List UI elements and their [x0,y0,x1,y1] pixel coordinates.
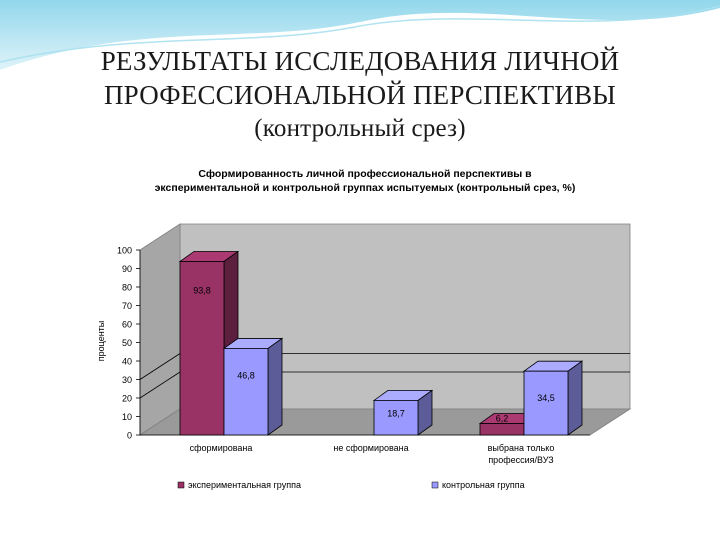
side-reference-line [139,371,181,399]
bar [523,370,569,436]
bar-side [567,360,583,436]
legend-swatch [177,481,185,489]
x-tick-label: выбрана только [488,443,555,453]
y-tick-label: 60 [122,320,132,330]
data-label: 34,5 [537,393,555,403]
data-label: 6,2 [496,414,509,424]
plot-side-wall [139,223,181,436]
data-label: 93,8 [193,285,211,295]
data-label: 46,8 [237,370,255,380]
y-tick-label: 10 [122,412,132,422]
legend-label: экспериментальная группа [188,480,301,490]
slide-title: РЕЗУЛЬТАТЫ ИССЛЕДОВАНИЯ ЛИЧНОЙ ПРОФЕССИО… [40,44,680,146]
side-reference-line [139,353,181,380]
y-axis-label: проценты [96,321,106,362]
decorative-wave-header [0,0,720,77]
y-tick-label: 40 [122,357,132,367]
bar-side [267,337,283,436]
legend-label: контрольная группа [442,480,525,490]
chart-title-line-1: Сформированность личной профессиональной… [198,168,532,180]
y-tick-label: 0 [127,431,132,441]
data-label: 18,7 [387,408,405,418]
y-tick-label: 20 [122,394,132,404]
x-tick-label: профессия/ВУЗ [488,455,553,465]
y-tick-label: 70 [122,301,132,311]
y-tick-label: 80 [122,283,132,293]
y-tick-label: 50 [122,338,132,348]
y-tick-label: 90 [122,264,132,274]
slide-title-line-2: ПРОФЕССИОНАЛЬНОЙ ПЕРСПЕКТИВЫ [103,80,617,110]
bar [223,348,269,436]
x-tick-label: сформирована [190,443,253,453]
x-tick-label: не сформирована [333,443,408,453]
y-tick-label: 30 [122,375,132,385]
legend-swatch [431,481,439,489]
chart-title-line-2: экспериментальной и контрольной группах … [155,182,576,194]
slide-title-line-1: РЕЗУЛЬТАТЫ ИССЛЕДОВАНИЯ ЛИЧНОЙ [100,46,620,76]
y-tick-label: 100 [117,246,132,256]
slide-title-line-3: (контрольный срез) [254,115,466,142]
bar [479,423,525,436]
bar [373,400,419,436]
bar [179,261,225,436]
